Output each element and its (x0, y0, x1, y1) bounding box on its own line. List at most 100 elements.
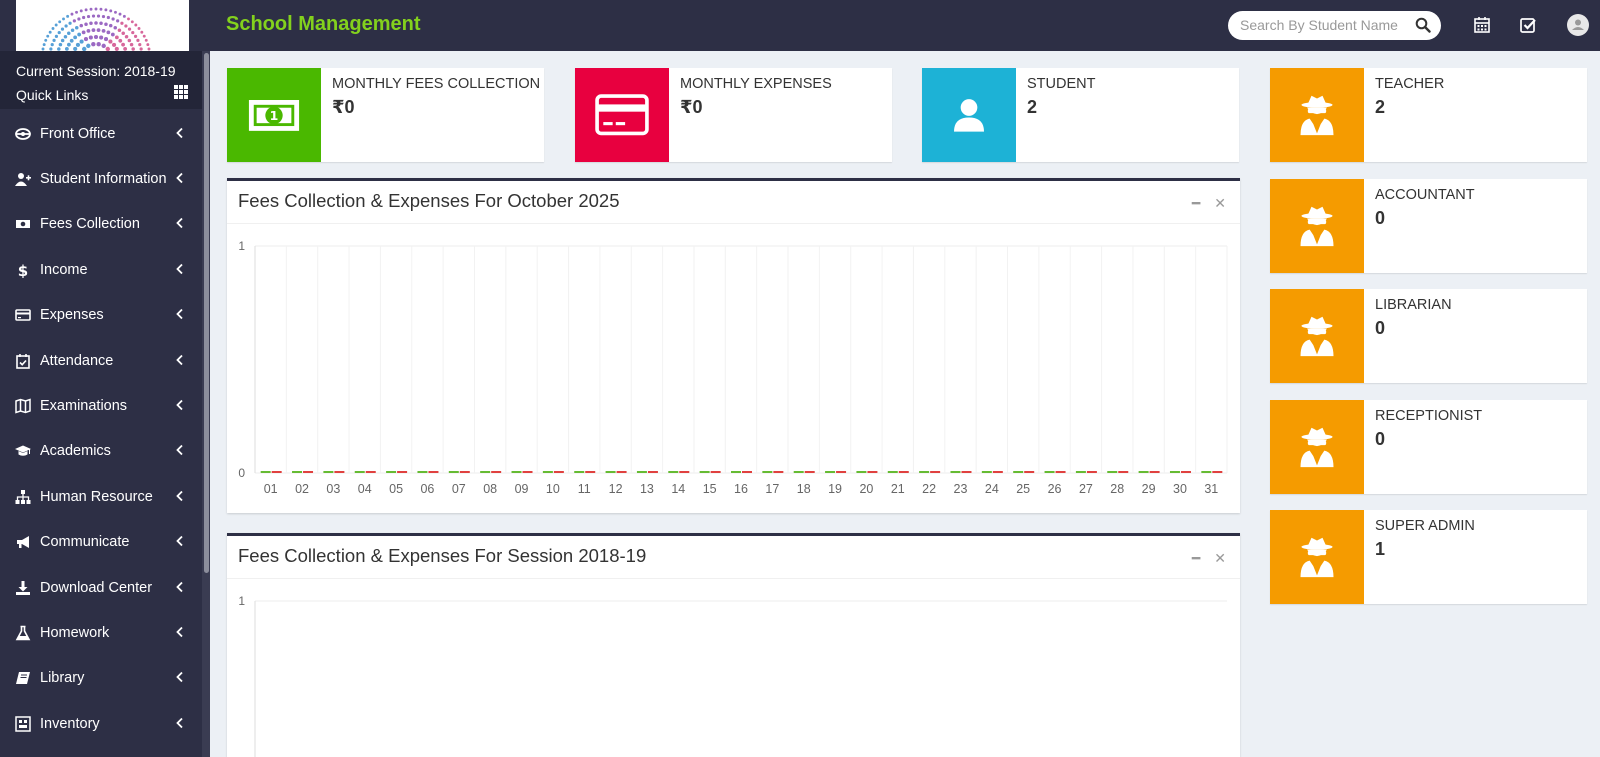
bar[interactable] (292, 471, 303, 473)
bar[interactable] (1201, 471, 1212, 473)
bar[interactable] (303, 471, 314, 473)
bar[interactable] (386, 471, 397, 473)
task-check-icon[interactable] (1518, 15, 1538, 35)
bar[interactable] (397, 471, 408, 473)
staff-card-receptionist[interactable]: RECEPTIONIST 0 (1270, 399, 1587, 494)
bar[interactable] (448, 471, 459, 473)
bar[interactable] (981, 471, 992, 473)
staff-card-teacher[interactable]: TEACHER 2 (1270, 68, 1587, 162)
bar[interactable] (647, 471, 658, 473)
quick-links-label[interactable]: Quick Links (16, 87, 89, 103)
bar[interactable] (961, 471, 972, 473)
bar[interactable] (742, 471, 752, 473)
bar[interactable] (793, 471, 804, 473)
bar[interactable] (1212, 471, 1223, 473)
bar[interactable] (804, 471, 815, 473)
bar[interactable] (930, 471, 941, 473)
calendar-icon[interactable] (1472, 15, 1492, 35)
search-icon[interactable] (1415, 17, 1431, 33)
stat-card-monthly-expenses[interactable]: MONTHLY EXPENSES ₹0 (575, 68, 892, 162)
bar[interactable] (428, 471, 439, 473)
bar[interactable] (887, 471, 898, 473)
staff-card-super-admin[interactable]: SUPER ADMIN 1 (1270, 510, 1587, 604)
stat-card-monthly-fees-collection[interactable]: 1 MONTHLY FEES COLLECTION ₹0 (227, 68, 544, 162)
bar[interactable] (1169, 471, 1180, 473)
bar[interactable] (1013, 471, 1024, 473)
bar[interactable] (480, 471, 491, 473)
bar[interactable] (574, 471, 585, 473)
bar[interactable] (636, 471, 647, 473)
bar[interactable] (1086, 471, 1097, 473)
user-avatar[interactable] (1567, 14, 1589, 36)
bar[interactable] (1149, 471, 1160, 473)
sidebar-item-download-center[interactable]: Download Center (0, 565, 202, 610)
bar[interactable] (417, 471, 428, 473)
bar[interactable] (836, 471, 847, 473)
bar[interactable] (1075, 471, 1086, 473)
close-icon[interactable]: ✕ (1214, 195, 1226, 211)
bar[interactable] (542, 471, 553, 473)
bar[interactable] (354, 471, 365, 473)
bar[interactable] (585, 471, 596, 473)
sidebar-item-income[interactable]: $ Income (0, 247, 202, 292)
sidebar-item-expenses[interactable]: Expenses (0, 293, 202, 338)
sidebar-item-human-resource[interactable]: Human Resource (0, 474, 202, 519)
sidebar-item-inventory[interactable]: Inventory (0, 701, 202, 746)
bar[interactable] (710, 471, 721, 473)
bar[interactable] (1055, 471, 1066, 473)
sidebar-item-homework[interactable]: Homework (0, 610, 202, 655)
bar[interactable] (323, 471, 334, 473)
bar[interactable] (1044, 471, 1055, 473)
bar[interactable] (825, 471, 836, 473)
sidebar-item-communicate[interactable]: Communicate (0, 520, 202, 565)
bar[interactable] (992, 471, 1003, 473)
bar[interactable] (1138, 471, 1149, 473)
bar[interactable] (950, 471, 961, 473)
bar[interactable] (616, 471, 627, 473)
staff-card-accountant[interactable]: ACCOUNTANT 0 (1270, 178, 1587, 273)
bar[interactable] (1180, 471, 1191, 473)
sidebar-item-attendance[interactable]: Attendance (0, 338, 202, 383)
bar[interactable] (731, 471, 741, 473)
bar[interactable] (679, 471, 690, 473)
stat-card-student[interactable]: STUDENT 2 (922, 68, 1239, 162)
sidebar-item-academics[interactable]: Academics (0, 429, 202, 474)
bar[interactable] (459, 471, 470, 473)
sidebar-item-student-information[interactable]: Student Information (0, 156, 202, 201)
bar[interactable] (1024, 471, 1035, 473)
bar[interactable] (334, 471, 345, 473)
bar[interactable] (1107, 471, 1118, 473)
app-title[interactable]: School Management (226, 13, 421, 35)
sidebar-item-examinations[interactable]: Examinations (0, 383, 202, 428)
sidebar-item-library[interactable]: Library (0, 656, 202, 701)
user-plus-icon (14, 171, 32, 187)
bar[interactable] (1118, 471, 1129, 473)
sidebar-item-front-office[interactable]: Front Office (0, 111, 202, 156)
bar[interactable] (856, 471, 867, 473)
bar[interactable] (491, 471, 502, 473)
bar[interactable] (511, 471, 522, 473)
bar[interactable] (271, 471, 282, 473)
bar[interactable] (867, 471, 878, 473)
close-icon[interactable]: ✕ (1214, 550, 1226, 566)
bar[interactable] (773, 471, 784, 473)
minimize-icon[interactable]: ━ (1191, 550, 1201, 566)
bar[interactable] (365, 471, 376, 473)
bar[interactable] (898, 471, 909, 473)
search-input[interactable] (1240, 17, 1400, 33)
grid-icon[interactable] (174, 85, 188, 99)
minimize-icon[interactable]: ━ (1191, 195, 1201, 211)
sidebar-scroll-thumb[interactable] (204, 53, 209, 573)
bar[interactable] (522, 471, 533, 473)
chevron-left-icon (176, 625, 184, 641)
bar[interactable] (762, 471, 773, 473)
bar[interactable] (668, 471, 679, 473)
bar[interactable] (919, 471, 930, 473)
school-logo[interactable] (16, 0, 189, 51)
bar[interactable] (553, 471, 564, 473)
staff-card-librarian[interactable]: LIBRARIAN 0 (1270, 289, 1587, 383)
bar[interactable] (260, 471, 271, 473)
bar[interactable] (605, 471, 616, 473)
bar[interactable] (699, 471, 710, 473)
sidebar-item-fees-collection[interactable]: Fees Collection (0, 202, 202, 247)
